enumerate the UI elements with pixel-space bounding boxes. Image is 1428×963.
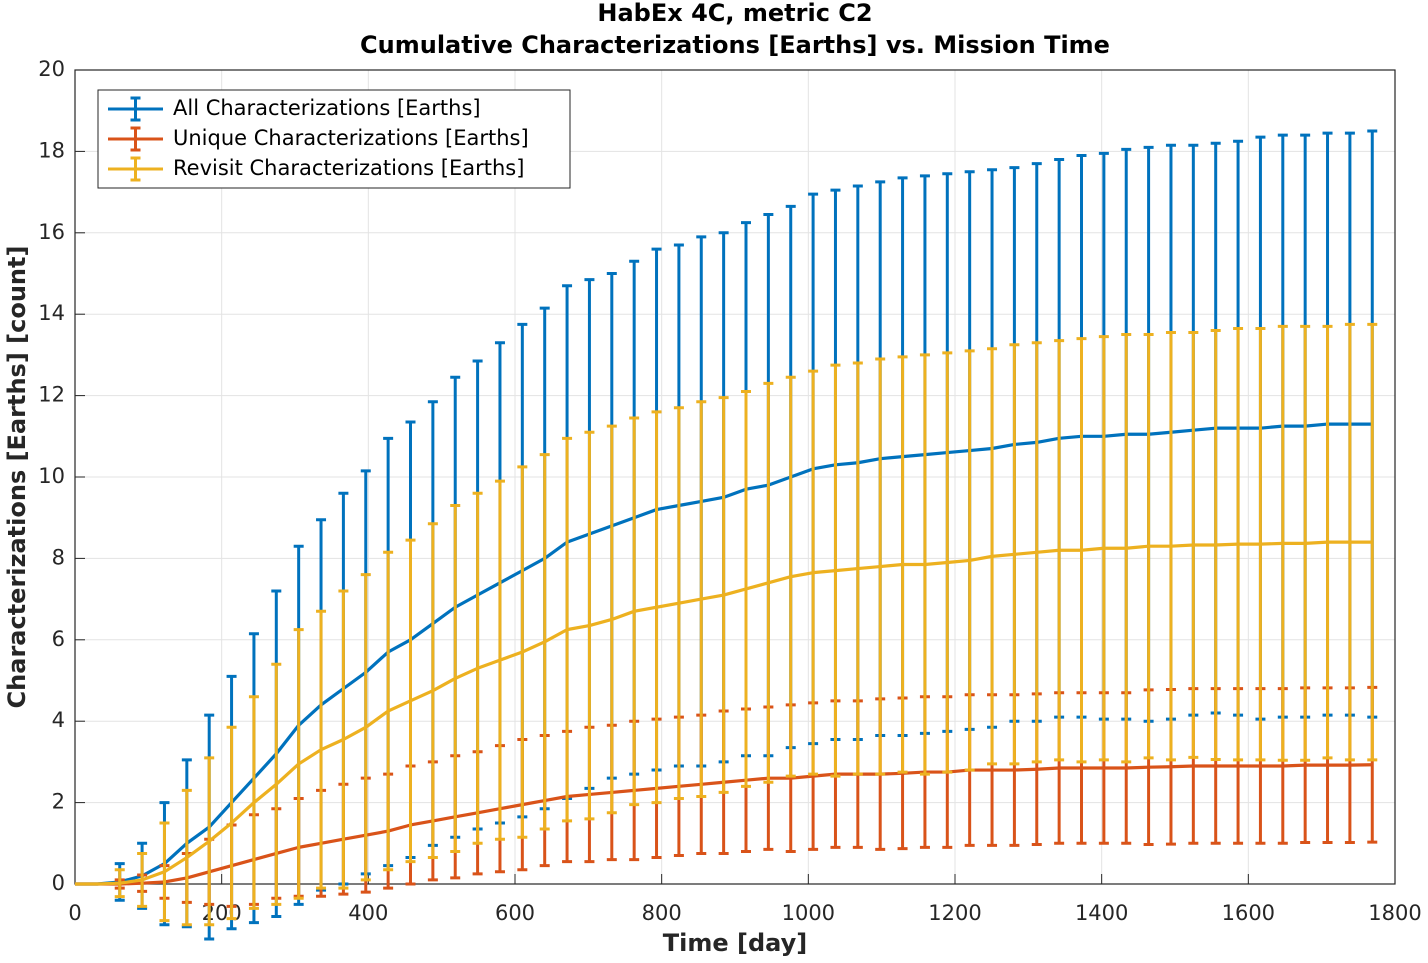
x-tick-label: 1800 (1368, 901, 1421, 925)
x-tick-label: 600 (495, 901, 535, 925)
x-tick-label: 800 (642, 901, 682, 925)
y-axis-label: Characterizations [Earths] [count] (3, 246, 31, 709)
legend-swatch (108, 156, 163, 182)
legend-label: Unique Characterizations [Earths] (173, 126, 529, 150)
y-tick-label: 2 (52, 790, 65, 814)
y-tick-label: 10 (38, 464, 65, 488)
x-tick-label: 400 (348, 901, 388, 925)
error-bar (1367, 322, 1378, 762)
x-tick-label: 1000 (782, 901, 835, 925)
x-axis-label: Time [day] (663, 929, 807, 957)
y-tick-label: 18 (38, 138, 65, 162)
y-tick-label: 14 (38, 301, 65, 325)
series (75, 322, 1378, 927)
y-tick-label: 4 (52, 708, 65, 732)
x-tick-label: 1200 (928, 901, 981, 925)
y-tick-label: 20 (38, 57, 65, 81)
chart-subtitle: Cumulative Characterizations [Earths] vs… (360, 31, 1110, 59)
legend-swatch (108, 126, 163, 152)
y-tick-label: 12 (38, 383, 65, 407)
y-tick-label: 6 (52, 627, 65, 651)
chart-title: HabEx 4C, metric C2 (597, 0, 872, 27)
x-tick-label: 0 (68, 901, 81, 925)
axes-box (74, 69, 1396, 885)
y-tick-label: 8 (52, 545, 65, 569)
x-tick-label: 1400 (1075, 901, 1128, 925)
y-tick-label: 16 (38, 220, 65, 244)
series-line (75, 540, 1373, 886)
legend-swatch (108, 96, 163, 122)
legend-label: Revisit Characterizations [Earths] (173, 156, 524, 180)
legend-box (97, 89, 571, 189)
x-tick-label: 1600 (1222, 901, 1275, 925)
y-tick-label: 0 (52, 871, 65, 895)
legend-label: All Characterizations [Earths] (173, 96, 481, 120)
